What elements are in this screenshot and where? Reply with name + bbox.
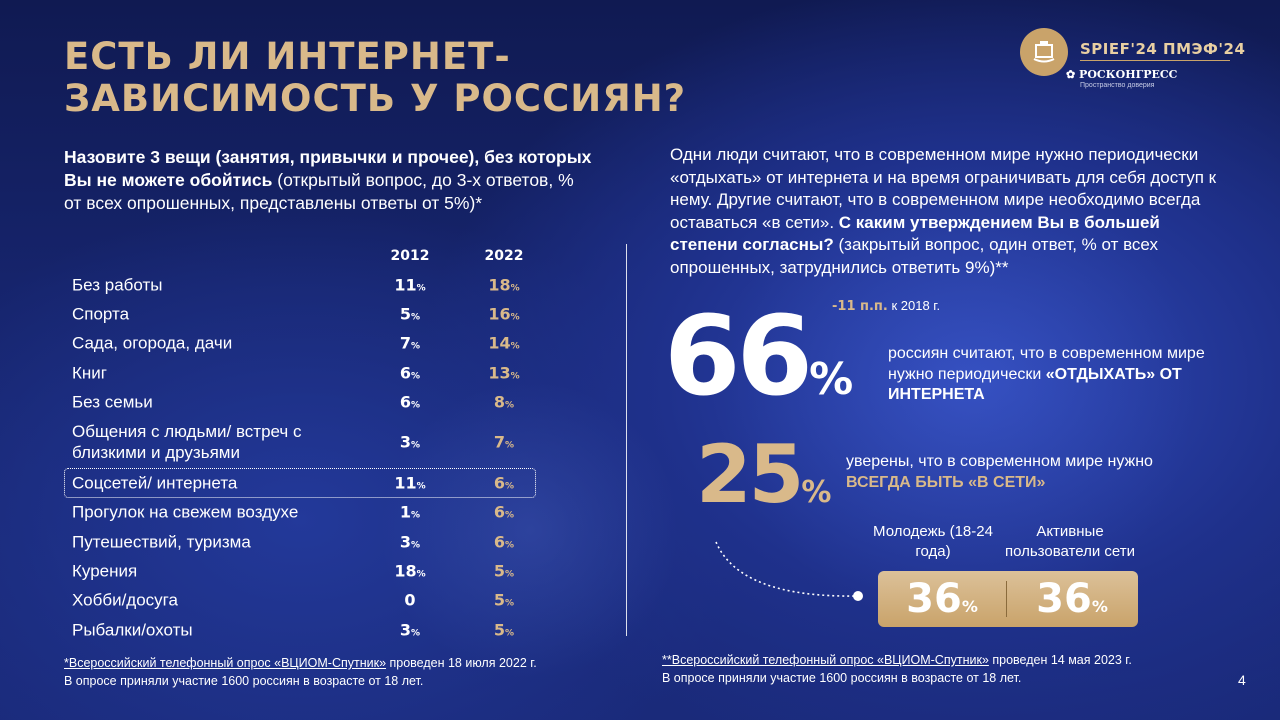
left-question: Назовите 3 вещи (занятия, привычки и про… bbox=[64, 146, 594, 215]
value-2012: 6% bbox=[399, 392, 421, 412]
segment-divider bbox=[1006, 581, 1007, 617]
value-2022: 5% bbox=[493, 590, 515, 610]
column-divider bbox=[626, 244, 627, 636]
value-2022: 5% bbox=[493, 620, 515, 640]
logo-roscongress-subtitle: Пространство доверия bbox=[1080, 82, 1155, 89]
highlight-frame bbox=[64, 468, 536, 498]
row-label: Рыбалки/охоты bbox=[72, 620, 193, 640]
value-2022: 8% bbox=[493, 392, 515, 412]
right-question-tail: (закрытый вопрос, один ответ, % от всех … bbox=[670, 235, 1159, 277]
value-2012: 0 bbox=[404, 590, 416, 610]
title-line: ЕСТЬ ЛИ ИНТЕРНЕТ- bbox=[64, 35, 511, 78]
stat-66-caps: «ОТДЫХАТЬ» ОТ ИНТЕРНЕТА bbox=[888, 365, 1182, 404]
table-row: Спорта 5% 16% bbox=[64, 299, 544, 328]
stat-66-text: россиян считают, что в современном мире … bbox=[888, 345, 1205, 383]
footnote-right: **Всероссийский телефонный опрос «ВЦИОМ-… bbox=[662, 651, 1222, 687]
value-2012: 3% bbox=[399, 620, 421, 640]
table-row: Соцсетей/ интернета 11% 6% bbox=[64, 468, 544, 498]
logo-roscongress-text: ✿ РОСКОНГРЕСС bbox=[1066, 68, 1178, 81]
title-line: ЗАВИСИМОСТЬ У РОССИЯН? bbox=[64, 77, 687, 120]
value-2012: 11% bbox=[394, 473, 426, 493]
stat-25-caps: ВСЕГДА БЫТЬ «В СЕТИ» bbox=[846, 473, 1046, 491]
table-row: Курения 18% 5% bbox=[64, 556, 544, 585]
table-row: Общения с людьми/ встреч с близкими и др… bbox=[64, 416, 544, 468]
value-2022: 6% bbox=[493, 532, 515, 552]
value-2022: 13% bbox=[488, 363, 520, 383]
value-2012: 5% bbox=[399, 304, 421, 324]
column-header-2012: 2012 bbox=[390, 248, 430, 264]
row-label: Соцсетей/ интернета bbox=[72, 473, 238, 493]
table-row: Без работы 11% 18% bbox=[64, 270, 544, 299]
left-question-normal: (открытый вопрос, до 3-х ответов, % от в… bbox=[64, 170, 574, 213]
segment-value-youth: 36% bbox=[906, 576, 978, 622]
change-value: -11 п.п. bbox=[832, 299, 888, 314]
value-2022: 18% bbox=[488, 275, 520, 295]
row-label: Спорта bbox=[72, 304, 130, 324]
value-2012: 6% bbox=[399, 363, 421, 383]
value-2012: 3% bbox=[399, 532, 421, 552]
row-label: Сада, огорода, дачи bbox=[72, 333, 233, 353]
value-2012: 18% bbox=[394, 561, 426, 581]
footnote-date: проведен 14 мая 2023 г. bbox=[988, 653, 1132, 667]
footnote-sample: В опросе приняли участие 1600 россиян в … bbox=[662, 671, 1022, 685]
table-row: Хобби/досуга 0 5% bbox=[64, 586, 544, 615]
stat-25-description: уверены, что в современном мире нужно ВС… bbox=[846, 452, 1186, 493]
table-row: Без семьи 6% 8% bbox=[64, 387, 544, 416]
value-2012: 11% bbox=[394, 275, 426, 295]
table-row: Сада, огорода, дачи 7% 14% bbox=[64, 329, 544, 358]
spief-emblem-icon bbox=[1020, 28, 1068, 76]
segment-label-youth: Молодежь (18-24 года) bbox=[873, 523, 993, 560]
column-header-2022: 2022 bbox=[484, 248, 524, 264]
page-number: 4 bbox=[1238, 672, 1246, 688]
table-row: Прогулок на свежем воздухе 1% 6% bbox=[64, 498, 544, 527]
footnote-sample: В опросе приняли участие 1600 россиян в … bbox=[64, 674, 424, 688]
row-label: Книг bbox=[72, 363, 107, 383]
right-question-normal: Одни люди считают, что в современном мир… bbox=[670, 145, 1217, 232]
value-2022: 7% bbox=[493, 432, 515, 452]
footnote-link[interactable]: **Всероссийский телефонный опрос «ВЦИОМ-… bbox=[662, 653, 989, 667]
table-row: Книг 6% 13% bbox=[64, 358, 544, 387]
right-question: Одни люди считают, что в современном мир… bbox=[670, 144, 1230, 279]
footnote-left: *Всероссийский телефонный опрос «ВЦИОМ-С… bbox=[64, 654, 624, 690]
value-2022: 6% bbox=[493, 502, 515, 522]
logo-spief-text: SPIEF'24 ПМЭФ'24 bbox=[1080, 40, 1246, 58]
value-2012: 3% bbox=[399, 432, 421, 452]
value-2012: 1% bbox=[399, 502, 421, 522]
row-label: Путешествий, туризма bbox=[72, 532, 251, 552]
footnote-link[interactable]: *Всероссийский телефонный опрос «ВЦИОМ-С… bbox=[64, 656, 387, 670]
row-label: Курения bbox=[72, 561, 138, 581]
change-label: к 2018 г. bbox=[887, 298, 941, 313]
page-title: ЕСТЬ ЛИ ИНТЕРНЕТ- ЗАВИСИМОСТЬ У РОССИЯН? bbox=[64, 36, 764, 120]
logo-divider bbox=[1080, 60, 1230, 61]
row-label: Хобби/досуга bbox=[72, 590, 178, 610]
row-label: Прогулок на свежем воздухе bbox=[72, 502, 299, 522]
value-2022: 5% bbox=[493, 561, 515, 581]
value-2022: 16% bbox=[488, 304, 520, 324]
value-2012: 7% bbox=[399, 333, 421, 353]
footnote-date: проведен 18 июля 2022 г. bbox=[386, 656, 537, 670]
results-table: 2012 2022 Без работы 11% 18% Спорта 5% 16% Сад… bbox=[64, 244, 544, 644]
stat-66-description: россиян считают, что в современном мире … bbox=[888, 344, 1228, 406]
spief-logo: SPIEF'24 ПМЭФ'24 ✿ РОСКОНГРЕСС Пространс… bbox=[1020, 28, 1245, 98]
table-row: Рыбалки/охоты 3% 5% bbox=[64, 615, 544, 644]
left-question-bold: Назовите 3 вещи (занятия, привычки и про… bbox=[64, 147, 592, 190]
connector-curve bbox=[715, 541, 863, 601]
table-row: Путешествий, туризма 3% 6% bbox=[64, 527, 544, 556]
value-2022: 6% bbox=[493, 473, 515, 493]
segment-value-active-users: 36% bbox=[1036, 576, 1108, 622]
row-label: Без семьи bbox=[72, 392, 153, 412]
segment-label-active-users: Активные пользователи сети bbox=[1004, 523, 1135, 560]
table-header: 2012 2022 bbox=[64, 244, 544, 270]
row-label: Общения с людьми/ встреч с близкими и др… bbox=[72, 422, 302, 463]
right-question-bold: С каким утверждением Вы в большей степен… bbox=[670, 212, 1160, 255]
stat-25-text: уверены, что в современном мире нужно bbox=[846, 453, 1153, 470]
row-label: Без работы bbox=[72, 275, 163, 295]
change-vs-2018: -11 п.п. к 2018 г. bbox=[832, 298, 940, 314]
value-2022: 14% bbox=[488, 333, 520, 353]
stat-25-value: 25% bbox=[696, 428, 832, 521]
stat-66-value: 66% bbox=[664, 292, 854, 420]
segments-box: 36% 36% bbox=[878, 571, 1138, 627]
